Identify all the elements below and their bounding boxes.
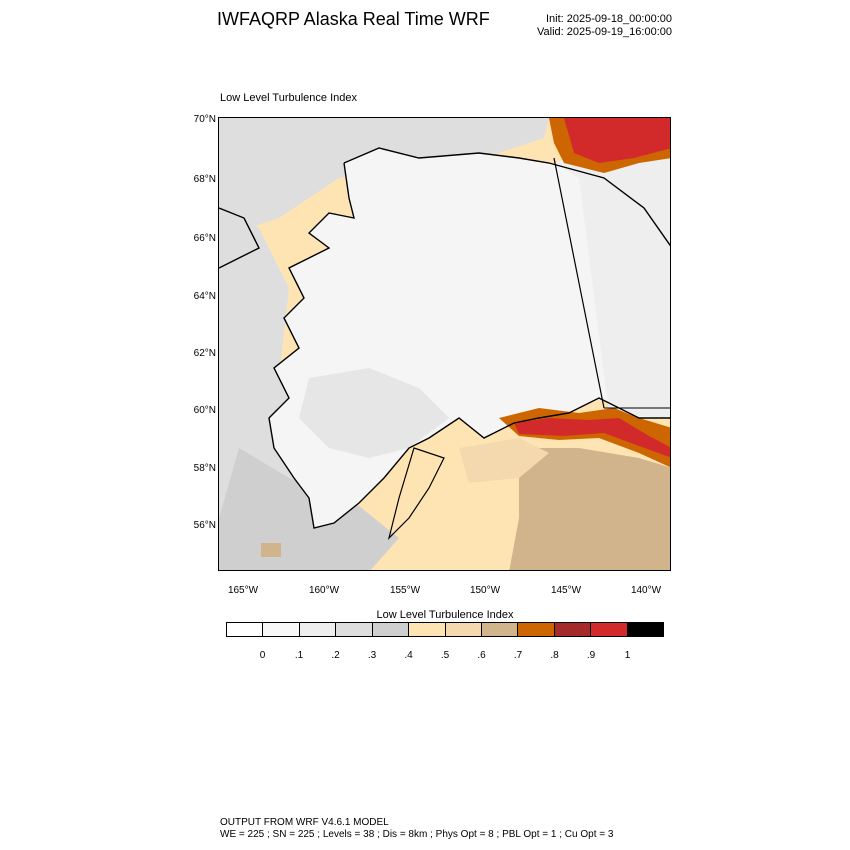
colorbar-tick-label: .9: [586, 650, 596, 661]
gulf-tan-field: [509, 448, 670, 570]
lat-label: 56°N: [193, 520, 216, 531]
coastal-red-band: [514, 418, 670, 458]
colorbar-tick-label: .6: [477, 650, 486, 661]
southwest-land-shade: [299, 368, 449, 458]
main-title: IWFAQRP Alaska Real Time WRF: [217, 9, 490, 29]
turbulence-map: [219, 118, 670, 570]
colorbar-box: [445, 623, 482, 636]
colorbar-title: Low Level Turbulence Index: [376, 609, 514, 621]
valid-time: Valid: 2025-09-19_16:00:00: [537, 26, 672, 38]
colorbar-tick-label: 1: [624, 650, 631, 661]
colorbar-tick-label: .1: [294, 650, 304, 661]
southwest-grey-field: [219, 448, 399, 570]
colorbar-box: [336, 623, 373, 636]
alaska-coastline: [268, 147, 670, 529]
colorbar-tick-label: .2: [331, 650, 340, 661]
panel-title: Low Level Turbulence Index: [220, 92, 357, 104]
model-footer-line2: WE = 225 ; SN = 225 ; Levels = 38 ; Dis …: [220, 829, 614, 840]
colorbar-box: [554, 623, 592, 636]
alaska-canada-border: [553, 157, 605, 409]
colorbar-box: [627, 623, 664, 636]
lat-label: 62°N: [193, 348, 216, 359]
lon-label: 160°W: [308, 585, 340, 596]
colorbar-box: [299, 623, 337, 636]
init-time: Init: 2025-09-18_00:00:00: [546, 13, 672, 25]
colorbar-box: [591, 623, 628, 636]
colorbar-tick-label: .5: [440, 650, 450, 661]
arctic-ocean-low-field: [219, 118, 549, 238]
colorbar-box: [518, 623, 555, 636]
lat-label: 66°N: [193, 233, 216, 244]
gulf-light-field: [459, 438, 549, 483]
lat-label: 58°N: [193, 463, 216, 474]
colorbar-box: [481, 623, 519, 636]
beaufort-red-patch: [564, 118, 670, 163]
colorbar-box: [409, 623, 446, 636]
lon-label: 145°W: [550, 585, 582, 596]
map-frame: [218, 117, 671, 571]
colorbar-tick-label: .3: [367, 650, 377, 661]
colorbar-box: [372, 623, 410, 636]
colorbar-box: [227, 623, 264, 636]
chukotka-coastline: [219, 207, 260, 269]
lon-label: 155°W: [389, 585, 421, 596]
colorbar-labels: 0 .1 .2 .3 .4 .5 .6 .7 .8 .9 1: [226, 650, 664, 664]
lat-label: 64°N: [193, 291, 216, 302]
lat-label: 60°N: [193, 405, 216, 416]
colorbar: [226, 622, 664, 637]
colorbar-box: [263, 623, 300, 636]
colorbar-tick-label: 0: [259, 650, 266, 661]
model-footer-line1: OUTPUT FROM WRF V4.6.1 MODEL: [220, 817, 389, 828]
colorbar-tick-label: .7: [513, 650, 523, 661]
lat-label: 70°N: [193, 114, 216, 125]
lon-label: 140°W: [630, 585, 662, 596]
lon-label: 165°W: [227, 585, 259, 596]
yukon-land: [554, 118, 670, 418]
colorbar-tick-label: .4: [404, 650, 413, 661]
lat-label: 68°N: [193, 174, 216, 185]
southwest-tan-patch: [261, 543, 281, 557]
colorbar-tick-label: .8: [550, 650, 559, 661]
lon-label: 150°W: [469, 585, 501, 596]
kodiak-coastline: [387, 447, 445, 540]
